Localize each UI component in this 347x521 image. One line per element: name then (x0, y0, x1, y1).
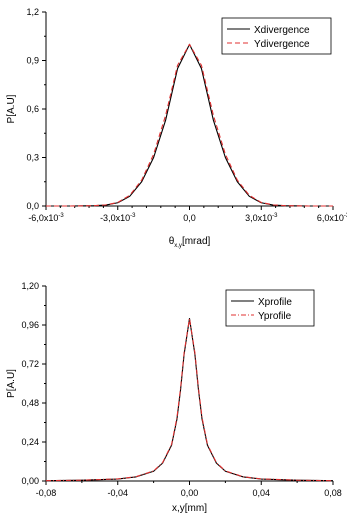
y-tick-label: 0,3 (26, 153, 39, 163)
y-tick-label: 0,48 (21, 398, 39, 408)
x-tick-label: -6,0x10-3 (28, 213, 64, 223)
y-tick-label: 0,00 (21, 476, 39, 486)
y-axis-title: P[A.U] (6, 94, 17, 123)
legend: Xdivergence Ydivergence (221, 17, 332, 55)
y-tick-label: 0,0 (26, 201, 39, 211)
divergence-chart: 0,0 0,3 0,6 0,9 1,2 -6,0x10-3 -3,0x10-3 0,0 3,0x… (6, 7, 347, 249)
x-axis-title: x,y[mm] (172, 503, 207, 514)
legend-label: Ydivergence (254, 39, 310, 50)
x-tick-label: 6,0x10-3 (317, 213, 347, 223)
y-axis-title: P[A.U] (6, 369, 17, 398)
x-tick-label: -0,08 (36, 488, 57, 498)
legend: Xprofile Yprofile (225, 289, 315, 327)
x-tick-label: 0,04 (252, 488, 270, 498)
profile-chart: 0,00 0,24 0,48 0,72 0,96 1,20 -0,08 -0,04 0,00 0,… (6, 281, 342, 514)
y-tick-label: 0,96 (21, 320, 39, 330)
y-tick-label: 0,9 (26, 56, 39, 66)
legend-label: Xdivergence (254, 25, 310, 36)
series-line-yprofile (45, 317, 334, 482)
series-line-xdivergence (46, 43, 333, 207)
y-tick-label: 1,2 (26, 7, 39, 17)
legend-label: Xprofile (258, 297, 292, 308)
y-tick-label: 0,6 (26, 104, 39, 114)
series-line-xprofile (45, 317, 334, 482)
x-tick-label: -3,0x10-3 (100, 213, 136, 223)
x-tick-label: 3,0x10-3 (245, 213, 278, 223)
y-tick-label: 1,20 (21, 281, 39, 291)
x-tick-label: 0,0 (183, 213, 196, 223)
x-tick-label: 0,08 (324, 488, 342, 498)
x-tick-label: -0,04 (107, 488, 128, 498)
series-line-ydivergence (46, 43, 333, 207)
y-tick-label: 0,72 (21, 359, 39, 369)
x-tick-label: 0,00 (181, 488, 199, 498)
y-tick-label: 0,24 (21, 437, 39, 447)
legend-box (225, 289, 315, 327)
legend-box (221, 17, 332, 55)
x-axis-title: θx,y[mrad] (169, 236, 211, 249)
legend-label: Yprofile (258, 311, 292, 322)
